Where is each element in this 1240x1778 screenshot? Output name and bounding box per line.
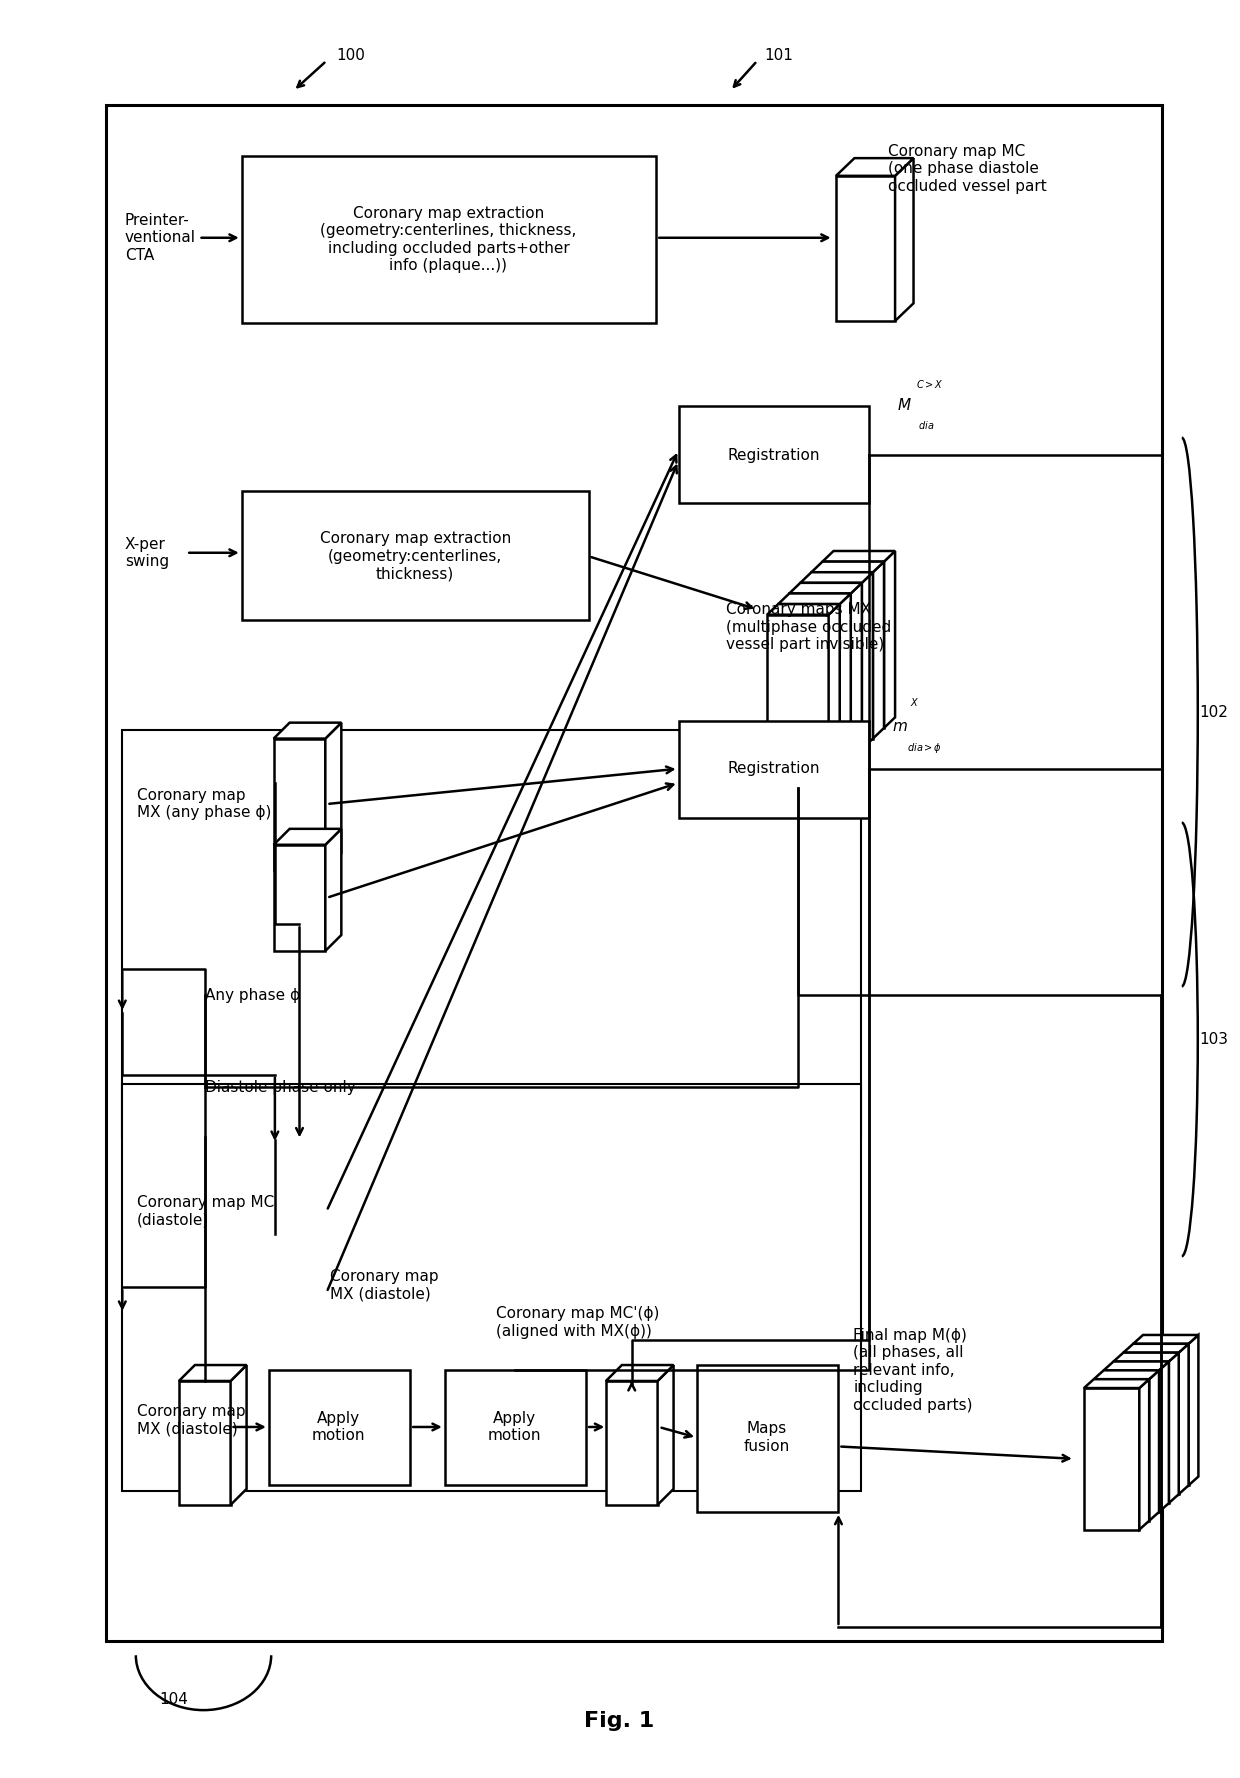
Polygon shape — [179, 1366, 247, 1382]
Text: Coronary map MC'(ϕ)
(aligned with MX(ϕ)): Coronary map MC'(ϕ) (aligned with MX(ϕ)) — [496, 1307, 660, 1339]
Text: 100: 100 — [336, 48, 366, 62]
Polygon shape — [274, 829, 341, 845]
FancyBboxPatch shape — [779, 605, 839, 770]
Polygon shape — [1094, 1371, 1159, 1380]
Text: 104: 104 — [160, 1693, 188, 1707]
Polygon shape — [325, 829, 341, 951]
Polygon shape — [325, 722, 341, 869]
Polygon shape — [1084, 1380, 1149, 1389]
Polygon shape — [325, 1129, 341, 1277]
FancyBboxPatch shape — [1114, 1362, 1169, 1502]
Text: Apply
motion: Apply motion — [312, 1410, 366, 1444]
FancyBboxPatch shape — [822, 562, 884, 727]
Polygon shape — [274, 1129, 341, 1145]
Text: $_{dia}$: $_{dia}$ — [919, 418, 935, 432]
FancyBboxPatch shape — [269, 1371, 410, 1485]
Polygon shape — [1149, 1371, 1159, 1520]
FancyBboxPatch shape — [789, 594, 851, 759]
Polygon shape — [895, 158, 914, 322]
Text: Registration: Registration — [727, 761, 820, 777]
Polygon shape — [768, 605, 839, 615]
Polygon shape — [873, 562, 884, 738]
Text: Diastole phase only: Diastole phase only — [205, 1079, 356, 1095]
Text: 102: 102 — [1199, 704, 1228, 720]
Text: Apply
motion: Apply motion — [489, 1410, 542, 1444]
Polygon shape — [839, 594, 851, 770]
FancyBboxPatch shape — [678, 720, 869, 818]
FancyBboxPatch shape — [274, 1145, 325, 1277]
Polygon shape — [1133, 1335, 1198, 1344]
Text: Fig. 1: Fig. 1 — [584, 1710, 655, 1730]
FancyBboxPatch shape — [606, 1382, 657, 1504]
FancyBboxPatch shape — [179, 1382, 231, 1504]
Polygon shape — [789, 583, 862, 594]
Polygon shape — [828, 605, 839, 781]
FancyBboxPatch shape — [1133, 1344, 1189, 1485]
FancyBboxPatch shape — [800, 583, 862, 749]
Text: Coronary map
MX (diastole): Coronary map MX (diastole) — [138, 1403, 246, 1437]
Polygon shape — [1189, 1335, 1198, 1485]
Text: Any phase ϕ: Any phase ϕ — [205, 989, 300, 1003]
FancyBboxPatch shape — [123, 1083, 861, 1490]
Polygon shape — [862, 573, 873, 749]
FancyBboxPatch shape — [1123, 1353, 1179, 1494]
Polygon shape — [1169, 1353, 1179, 1502]
FancyBboxPatch shape — [274, 738, 325, 869]
Text: $^X$: $^X$ — [910, 699, 919, 711]
FancyBboxPatch shape — [274, 1239, 325, 1346]
FancyBboxPatch shape — [107, 105, 1162, 1641]
Polygon shape — [1159, 1362, 1169, 1511]
Text: Preinter-
ventional
CTA: Preinter- ventional CTA — [125, 213, 196, 263]
Text: Coronary map MC
(one phase diastole
occluded vessel part: Coronary map MC (one phase diastole occl… — [888, 144, 1047, 194]
FancyBboxPatch shape — [274, 845, 325, 951]
Text: Coronary map extraction
(geometry:centerlines,
thickness): Coronary map extraction (geometry:center… — [320, 532, 511, 581]
Polygon shape — [1140, 1380, 1149, 1529]
FancyBboxPatch shape — [697, 1366, 838, 1511]
Polygon shape — [657, 1366, 673, 1504]
Text: $_{dia>\phi}$: $_{dia>\phi}$ — [908, 741, 942, 756]
Polygon shape — [274, 722, 341, 738]
FancyBboxPatch shape — [1104, 1371, 1159, 1511]
Text: Final map M(ϕ)
(all phases, all
relevant info,
including
occluded parts): Final map M(ϕ) (all phases, all relevant… — [853, 1328, 972, 1414]
Polygon shape — [822, 551, 895, 562]
Polygon shape — [325, 1223, 341, 1346]
Text: Coronary maps MX
(multiphase occluded
vessel part invisible): Coronary maps MX (multiphase occluded ve… — [727, 603, 892, 653]
Polygon shape — [779, 594, 851, 605]
Text: Registration: Registration — [727, 448, 820, 462]
Polygon shape — [884, 551, 895, 727]
Text: Coronary map
MX (diastole): Coronary map MX (diastole) — [330, 1269, 439, 1301]
Polygon shape — [1104, 1362, 1169, 1371]
FancyBboxPatch shape — [811, 573, 873, 738]
Text: m: m — [893, 718, 908, 734]
Text: 101: 101 — [765, 48, 794, 62]
FancyBboxPatch shape — [242, 491, 589, 621]
Text: Coronary map MC
(diastole): Coronary map MC (diastole) — [138, 1195, 274, 1227]
Polygon shape — [1123, 1344, 1189, 1353]
FancyBboxPatch shape — [1094, 1380, 1149, 1520]
FancyBboxPatch shape — [445, 1371, 587, 1485]
FancyBboxPatch shape — [123, 729, 861, 1136]
Text: Maps
fusion: Maps fusion — [744, 1421, 790, 1454]
Polygon shape — [606, 1366, 673, 1382]
Polygon shape — [836, 158, 914, 176]
Polygon shape — [851, 583, 862, 759]
Polygon shape — [800, 573, 873, 583]
Polygon shape — [274, 1223, 341, 1239]
Text: M: M — [898, 398, 910, 412]
FancyBboxPatch shape — [678, 405, 869, 503]
Text: Coronary map
MX (any phase ϕ): Coronary map MX (any phase ϕ) — [138, 788, 272, 820]
Text: 103: 103 — [1199, 1031, 1228, 1047]
Polygon shape — [231, 1366, 247, 1504]
Polygon shape — [1114, 1353, 1179, 1362]
Text: Coronary map extraction
(geometry:centerlines, thickness,
including occluded par: Coronary map extraction (geometry:center… — [320, 206, 577, 274]
Text: X-per
swing: X-per swing — [125, 537, 169, 569]
Polygon shape — [1179, 1344, 1189, 1494]
Polygon shape — [811, 562, 884, 573]
FancyBboxPatch shape — [836, 176, 895, 322]
FancyBboxPatch shape — [242, 156, 656, 322]
FancyBboxPatch shape — [1084, 1389, 1140, 1529]
FancyBboxPatch shape — [768, 615, 828, 781]
Text: $^{C>X}$: $^{C>X}$ — [916, 379, 944, 393]
